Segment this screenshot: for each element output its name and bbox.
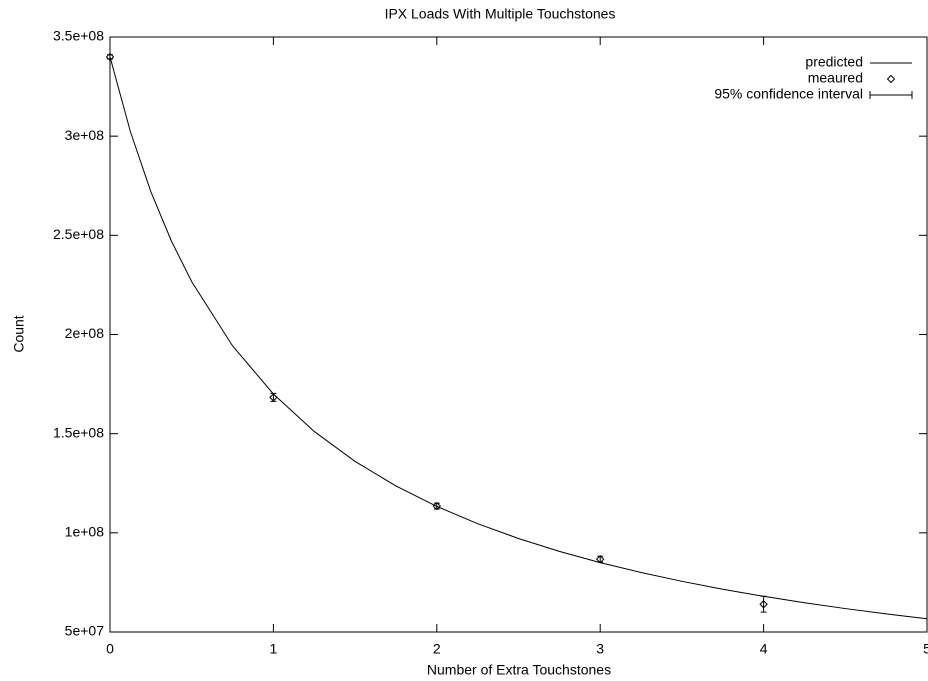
- data-point: [269, 393, 278, 402]
- x-tick-label: 1: [270, 641, 278, 657]
- y-tick-label: 2.5e+08: [53, 226, 104, 242]
- legend-symbol: [869, 91, 913, 99]
- x-tick-label: 4: [760, 641, 768, 657]
- x-axis-label: Number of Extra Touchstones: [427, 662, 611, 678]
- y-axis-label: Count: [11, 315, 27, 352]
- legend-symbol: [886, 74, 896, 84]
- y-tick-label: 1.5e+08: [53, 424, 104, 440]
- x-tick-label: 3: [596, 641, 604, 657]
- data-point: [105, 52, 115, 62]
- plot-frame: [109, 36, 928, 633]
- data-point: [595, 555, 605, 564]
- chart-title: IPX Loads With Multiple Touchstones: [385, 6, 616, 22]
- y-tick-label: 3.5e+08: [53, 28, 104, 44]
- data-point: [432, 501, 442, 511]
- legend-label: 95% confidence interval: [714, 86, 863, 102]
- y-tick-label: 1e+08: [65, 524, 105, 540]
- x-tick-label: 2: [433, 641, 441, 657]
- data-point: [759, 600, 768, 609]
- y-tick-label: 2e+08: [65, 325, 105, 341]
- error-bar: [270, 392, 277, 402]
- y-tick-label: 5e+07: [65, 623, 105, 639]
- x-tick-label: 0: [106, 641, 114, 657]
- x-tick-label: 5: [923, 641, 928, 657]
- legend-label: predicted: [805, 54, 863, 70]
- predicted-line: [109, 56, 928, 620]
- y-tick-label: 3e+08: [65, 127, 105, 143]
- legend-label: meaured: [808, 70, 863, 86]
- error-bar: [760, 595, 767, 613]
